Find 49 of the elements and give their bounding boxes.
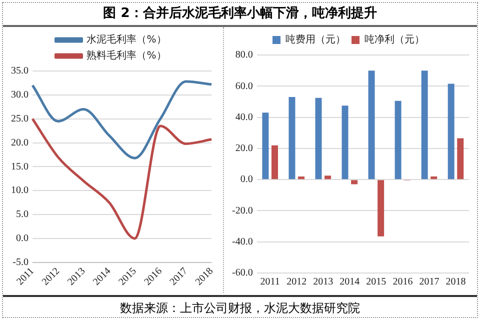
bar xyxy=(271,145,278,180)
legend-label: 熟料毛利率（%） xyxy=(86,50,166,62)
bar xyxy=(315,98,322,180)
y-tick-label: 25.0 xyxy=(11,113,28,124)
bar xyxy=(368,70,375,180)
bar xyxy=(298,176,304,180)
y-tick-label: 35.0 xyxy=(11,66,28,77)
x-tick-label: 2011 xyxy=(260,276,280,288)
x-tick-label: 2011 xyxy=(14,266,36,288)
bar xyxy=(262,112,269,180)
source-note: 数据来源：上市公司财报，水泥大数据研究院 xyxy=(3,295,477,319)
legend-label: 吨净利（元） xyxy=(364,34,424,46)
x-tick-label: 2016 xyxy=(392,276,413,288)
x-tick-label: 2014 xyxy=(340,276,360,288)
bar xyxy=(342,106,348,180)
y-tick-label: 80.0 xyxy=(235,50,253,61)
bar xyxy=(288,97,296,180)
y-tick-label: -20.0 xyxy=(232,205,253,216)
bar xyxy=(448,84,454,180)
y-tick-label: 20.0 xyxy=(11,137,28,148)
legend-label: 吨费用（元） xyxy=(286,34,346,46)
bar xyxy=(430,176,438,180)
bar xyxy=(324,176,332,180)
text: 图 2：合并后水泥毛利率小幅下滑，吨净利提升 xyxy=(3,3,477,27)
y-tick-label: 0.0 xyxy=(16,233,28,244)
y-tick-label: 15.0 xyxy=(11,161,28,172)
y-tick-label: 60.0 xyxy=(235,80,253,92)
y-tick-label: 0.0 xyxy=(240,174,253,186)
y-tick-label: -60.0 xyxy=(232,268,253,279)
bar xyxy=(378,180,384,236)
bar xyxy=(457,138,464,180)
x-tick-label: 2013 xyxy=(313,276,334,288)
y-tick-label: 20.0 xyxy=(235,143,253,154)
line-series xyxy=(31,80,213,160)
y-tick-label: -40.0 xyxy=(232,236,253,248)
y-tick-label: 10.0 xyxy=(11,185,28,196)
x-tick-label: 2017 xyxy=(419,276,440,288)
x-tick-label: 2015 xyxy=(366,276,386,288)
y-tick-label: 30.0 xyxy=(11,90,28,101)
bar xyxy=(421,70,428,180)
line-series xyxy=(31,118,213,240)
x-tick-label: 2018 xyxy=(446,276,466,288)
y-tick-label: 5.0 xyxy=(16,209,28,220)
y-tick-label: -5.0 xyxy=(12,257,28,268)
bar xyxy=(351,180,358,184)
x-tick-label: 2012 xyxy=(286,276,307,288)
y-tick-label: 40.0 xyxy=(235,112,253,123)
legend-label: 水泥毛利率（%） xyxy=(86,34,166,46)
bar xyxy=(394,100,402,180)
